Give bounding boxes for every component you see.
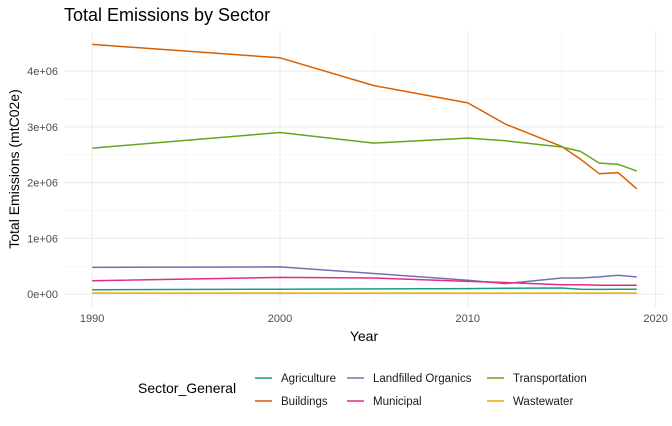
y-tick-label: 2e+06 xyxy=(27,178,58,190)
legend-label-transportation: Transportation xyxy=(513,373,587,385)
x-tick-label: 2000 xyxy=(268,313,292,325)
y-tick-label: 0e+00 xyxy=(27,289,58,301)
legend-label-buildings: Buildings xyxy=(281,396,328,408)
x-tick-label: 2010 xyxy=(456,313,480,325)
series-line-transportation xyxy=(92,131,638,172)
series-line-buildings xyxy=(92,43,638,190)
y-tick-label: 4e+06 xyxy=(27,66,58,78)
x-axis-title: Year xyxy=(350,328,379,344)
legend-label-landfilled-organics: Landfilled Organics xyxy=(373,373,472,385)
plot-grid xyxy=(64,31,665,307)
series-line-landfilled-organics xyxy=(92,266,637,285)
series-line-agriculture xyxy=(92,287,637,291)
x-tick-label: 2020 xyxy=(643,313,667,325)
plot-lines xyxy=(92,43,638,294)
x-tick-label: 1990 xyxy=(80,313,104,325)
y-tick-label: 1e+06 xyxy=(27,233,58,245)
legend-label-wastewater: Wastewater xyxy=(513,396,573,408)
legend-label-agriculture: Agriculture xyxy=(281,373,336,385)
y-axis-title: Total Emissions (mtC02e) xyxy=(6,89,22,249)
chart-title: Total Emissions by Sector xyxy=(64,5,270,25)
series-line-municipal xyxy=(92,276,637,287)
legend-label-municipal: Municipal xyxy=(373,396,422,408)
y-axis-ticks: 0e+00 1e+06 2e+06 3e+06 4e+06 xyxy=(27,66,58,301)
legend-title: Sector_General xyxy=(138,380,236,396)
legend: Agriculture Buildings Landfilled Organics M… xyxy=(255,373,587,408)
y-tick-label: 3e+06 xyxy=(27,122,58,134)
x-axis-ticks: 1990 2000 2010 2020 xyxy=(80,313,668,325)
